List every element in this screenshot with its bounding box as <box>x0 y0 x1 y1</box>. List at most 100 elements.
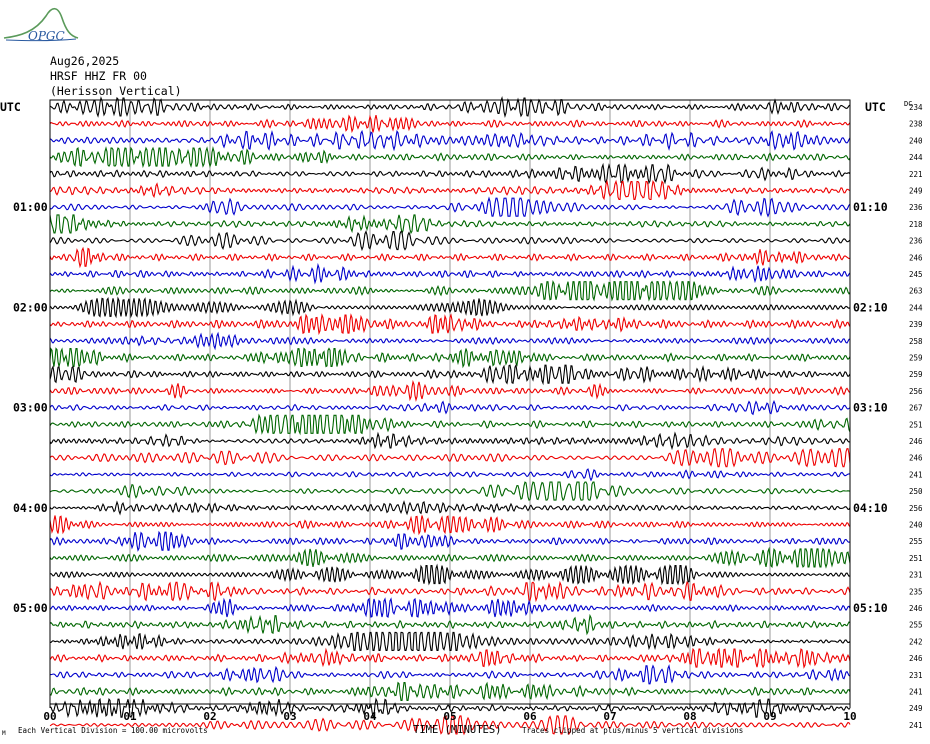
scale-note: Each Vertical Division = 100.00 microvol… <box>18 726 208 735</box>
left-time-label: 03:00 <box>13 401 48 415</box>
dc-offset-label: 249 <box>909 187 923 196</box>
dc-offset-label: 245 <box>909 270 923 279</box>
dc-offset-label: 246 <box>909 604 923 613</box>
trace-line <box>49 500 851 516</box>
trace-line <box>49 631 851 651</box>
trace-line <box>49 563 851 586</box>
dc-offset-label: 244 <box>909 303 923 312</box>
trace-line <box>49 715 851 736</box>
left-time-labels: 01:00 02:00 03:00 04:00 05:00 <box>13 200 48 615</box>
x-tick-label: 01 <box>123 710 137 723</box>
logo-swoosh-icon <box>5 38 77 42</box>
x-tick-label: 03 <box>283 710 296 723</box>
logo-text: OPGC <box>28 29 65 43</box>
dc-column-title: DC <box>904 100 912 108</box>
dc-offset-label: 234 <box>909 103 923 112</box>
dc-offset-label: 256 <box>909 504 923 513</box>
trace-line <box>49 613 851 636</box>
x-tick-label: 00 <box>43 710 56 723</box>
seismic-traces <box>49 96 851 736</box>
trace-line <box>49 114 851 134</box>
trace-line <box>49 246 851 269</box>
dc-offset-label: 235 <box>909 587 923 596</box>
trace-line <box>49 431 851 451</box>
trace-line <box>49 96 851 119</box>
station-code: HRSF HHZ FR 00 <box>50 69 147 83</box>
dc-offset-label: 241 <box>909 688 923 697</box>
logo-mountain-icon <box>3 7 79 39</box>
dc-offset-label: 255 <box>909 537 923 546</box>
plot-grid <box>129 100 771 704</box>
dc-offset-label: 240 <box>909 521 923 530</box>
right-axis-title: UTC <box>865 100 886 114</box>
trace-line <box>49 664 851 685</box>
x-axis-label: TIME (MINUTES) <box>413 724 502 736</box>
x-tick-label: 07 <box>603 710 616 723</box>
dc-offset-label: 246 <box>909 454 923 463</box>
corner-mark: M <box>2 730 6 737</box>
dc-offset-label: 221 <box>909 170 923 179</box>
x-tick-label: 10 <box>843 710 856 723</box>
right-time-labels: 01:10 02:10 03:10 04:10 05:10 <box>853 200 888 615</box>
dc-offset-label: 231 <box>909 671 923 680</box>
dc-offset-label: 238 <box>909 120 923 129</box>
trace-line <box>49 196 851 218</box>
trace-line <box>49 347 851 369</box>
dc-offset-label: 250 <box>909 487 923 496</box>
x-axis-ticks: 00 01 02 03 04 05 06 07 08 09 10 <box>43 704 857 723</box>
trace-line <box>49 363 851 386</box>
trace-line <box>49 697 851 719</box>
dc-offset-label: 236 <box>909 237 923 246</box>
dc-offset-label: 249 <box>909 704 923 713</box>
clip-note: Traces clipped at plus/minus 5 vertical … <box>522 726 743 735</box>
dc-offset-label: 263 <box>909 287 923 296</box>
dc-offset-label: 246 <box>909 253 923 262</box>
trace-line <box>49 413 851 436</box>
trace-line <box>49 313 851 336</box>
trace-line <box>49 214 851 235</box>
trace-line <box>49 230 851 252</box>
right-time-label: 02:10 <box>853 300 888 314</box>
dc-offset-label: 258 <box>909 337 923 346</box>
dc-offset-label: 236 <box>909 203 923 212</box>
dc-offset-label: 267 <box>909 404 923 413</box>
trace-line <box>49 262 851 285</box>
dc-offset-label: 242 <box>909 637 923 646</box>
dc-offset-label: 240 <box>909 136 923 145</box>
x-tick-label: 08 <box>683 710 696 723</box>
dc-offset-label: 239 <box>909 320 923 329</box>
trace-line <box>49 296 851 319</box>
trace-line <box>49 447 851 468</box>
trace-line <box>49 468 851 482</box>
trace-line <box>49 399 851 416</box>
dc-offset-label: 256 <box>909 387 923 396</box>
opgc-logo: OPGC <box>3 7 79 43</box>
x-tick-label: 04 <box>363 710 377 723</box>
dc-offset-label: 259 <box>909 354 923 363</box>
trace-line <box>49 546 851 569</box>
dc-offset-label: 241 <box>909 470 923 479</box>
trace-line <box>49 597 851 618</box>
dc-offset-label: 259 <box>909 370 923 379</box>
dc-offset-label: 241 <box>909 721 923 730</box>
trace-line <box>49 129 851 152</box>
left-time-label: 04:00 <box>13 501 48 515</box>
x-tick-label: 05 <box>443 710 456 723</box>
x-tick-label: 02 <box>203 710 216 723</box>
dc-offset-labels: 234 238 240 244 221 249 236 218 236 246 245 263 244 2… <box>909 103 923 730</box>
dc-offset-label: 246 <box>909 654 923 663</box>
trace-line <box>49 647 851 669</box>
plot-date: Aug26,2025 <box>50 54 120 68</box>
trace-line <box>49 681 851 702</box>
right-time-label: 05:10 <box>853 601 888 615</box>
trace-line <box>49 530 851 552</box>
trace-line <box>49 379 851 403</box>
right-time-label: 04:10 <box>853 501 888 515</box>
left-time-label: 05:00 <box>13 601 48 615</box>
dc-offset-label: 255 <box>909 621 923 630</box>
dc-offset-label: 246 <box>909 437 923 446</box>
right-time-label: 03:10 <box>853 401 888 415</box>
dc-offset-label: 231 <box>909 571 923 580</box>
dc-offset-label: 244 <box>909 153 923 162</box>
